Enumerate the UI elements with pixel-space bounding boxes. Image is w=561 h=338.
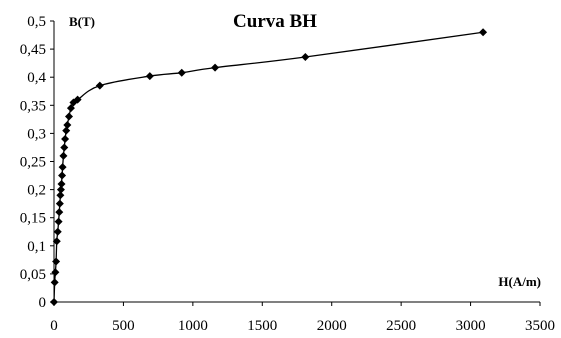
x-axis-title: H(A/m) — [498, 274, 541, 289]
data-point-marker — [52, 257, 61, 266]
data-point-marker — [95, 81, 104, 90]
data-markers — [50, 28, 488, 306]
x-tick-label: 1000 — [178, 318, 208, 334]
data-point-marker — [59, 151, 68, 160]
data-point-marker — [145, 72, 154, 81]
bh-curve-line — [53, 31, 484, 303]
data-point-marker — [479, 28, 488, 37]
data-point-marker — [64, 112, 73, 121]
y-tick-label: 0,2 — [27, 183, 46, 199]
data-point-marker — [73, 95, 82, 104]
data-point-marker — [63, 120, 72, 129]
axes: 0 0,05 0,1 0,15 0,2 0,25 0,3 0,35 0,4 0,45 0,5 0 500… — [20, 14, 555, 334]
data-point-marker — [55, 208, 64, 217]
x-tick-label: 500 — [112, 318, 135, 334]
data-point-marker — [50, 278, 59, 287]
data-point-marker — [54, 217, 63, 226]
y-tick-label: 0,3 — [27, 126, 46, 142]
data-point-marker — [66, 104, 75, 113]
y-tick-label: 0,5 — [27, 14, 46, 30]
y-axis-title: B(T) — [69, 14, 95, 29]
x-tick-label: 3500 — [525, 318, 555, 334]
data-point-marker — [52, 237, 61, 246]
y-tick-label: 0,35 — [20, 98, 46, 114]
x-tick-label: 2500 — [386, 318, 416, 334]
data-point-marker — [55, 199, 64, 208]
data-point-marker — [57, 179, 66, 188]
data-point-marker — [56, 185, 65, 194]
chart-title: Curva BH — [233, 11, 317, 32]
data-point-marker — [211, 63, 220, 72]
y-tick-label: 0,4 — [27, 70, 46, 86]
data-point-marker — [53, 227, 62, 236]
x-tick-label: 0 — [50, 318, 58, 334]
y-tick-label: 0,25 — [20, 155, 46, 171]
data-point-marker — [56, 191, 65, 200]
data-point-marker — [62, 126, 71, 135]
data-point-marker — [58, 163, 67, 172]
x-tick-label: 3000 — [456, 318, 486, 334]
data-point-marker — [58, 171, 67, 180]
data-point-marker — [50, 298, 58, 306]
y-tick-label: 0,45 — [20, 42, 46, 58]
y-tick-label: 0 — [39, 295, 47, 311]
x-tick-label: 1500 — [247, 318, 277, 334]
x-tick-label: 2000 — [317, 318, 347, 334]
data-series — [53, 31, 484, 303]
data-point-marker — [61, 135, 70, 144]
y-tick-label: 0,1 — [27, 239, 46, 255]
y-tick-label: 0,15 — [20, 211, 46, 227]
data-point-marker — [301, 52, 310, 61]
data-point-marker — [51, 268, 60, 277]
y-tick-label: 0,05 — [20, 267, 46, 283]
data-point-marker — [60, 143, 69, 152]
data-point-marker — [177, 68, 186, 77]
